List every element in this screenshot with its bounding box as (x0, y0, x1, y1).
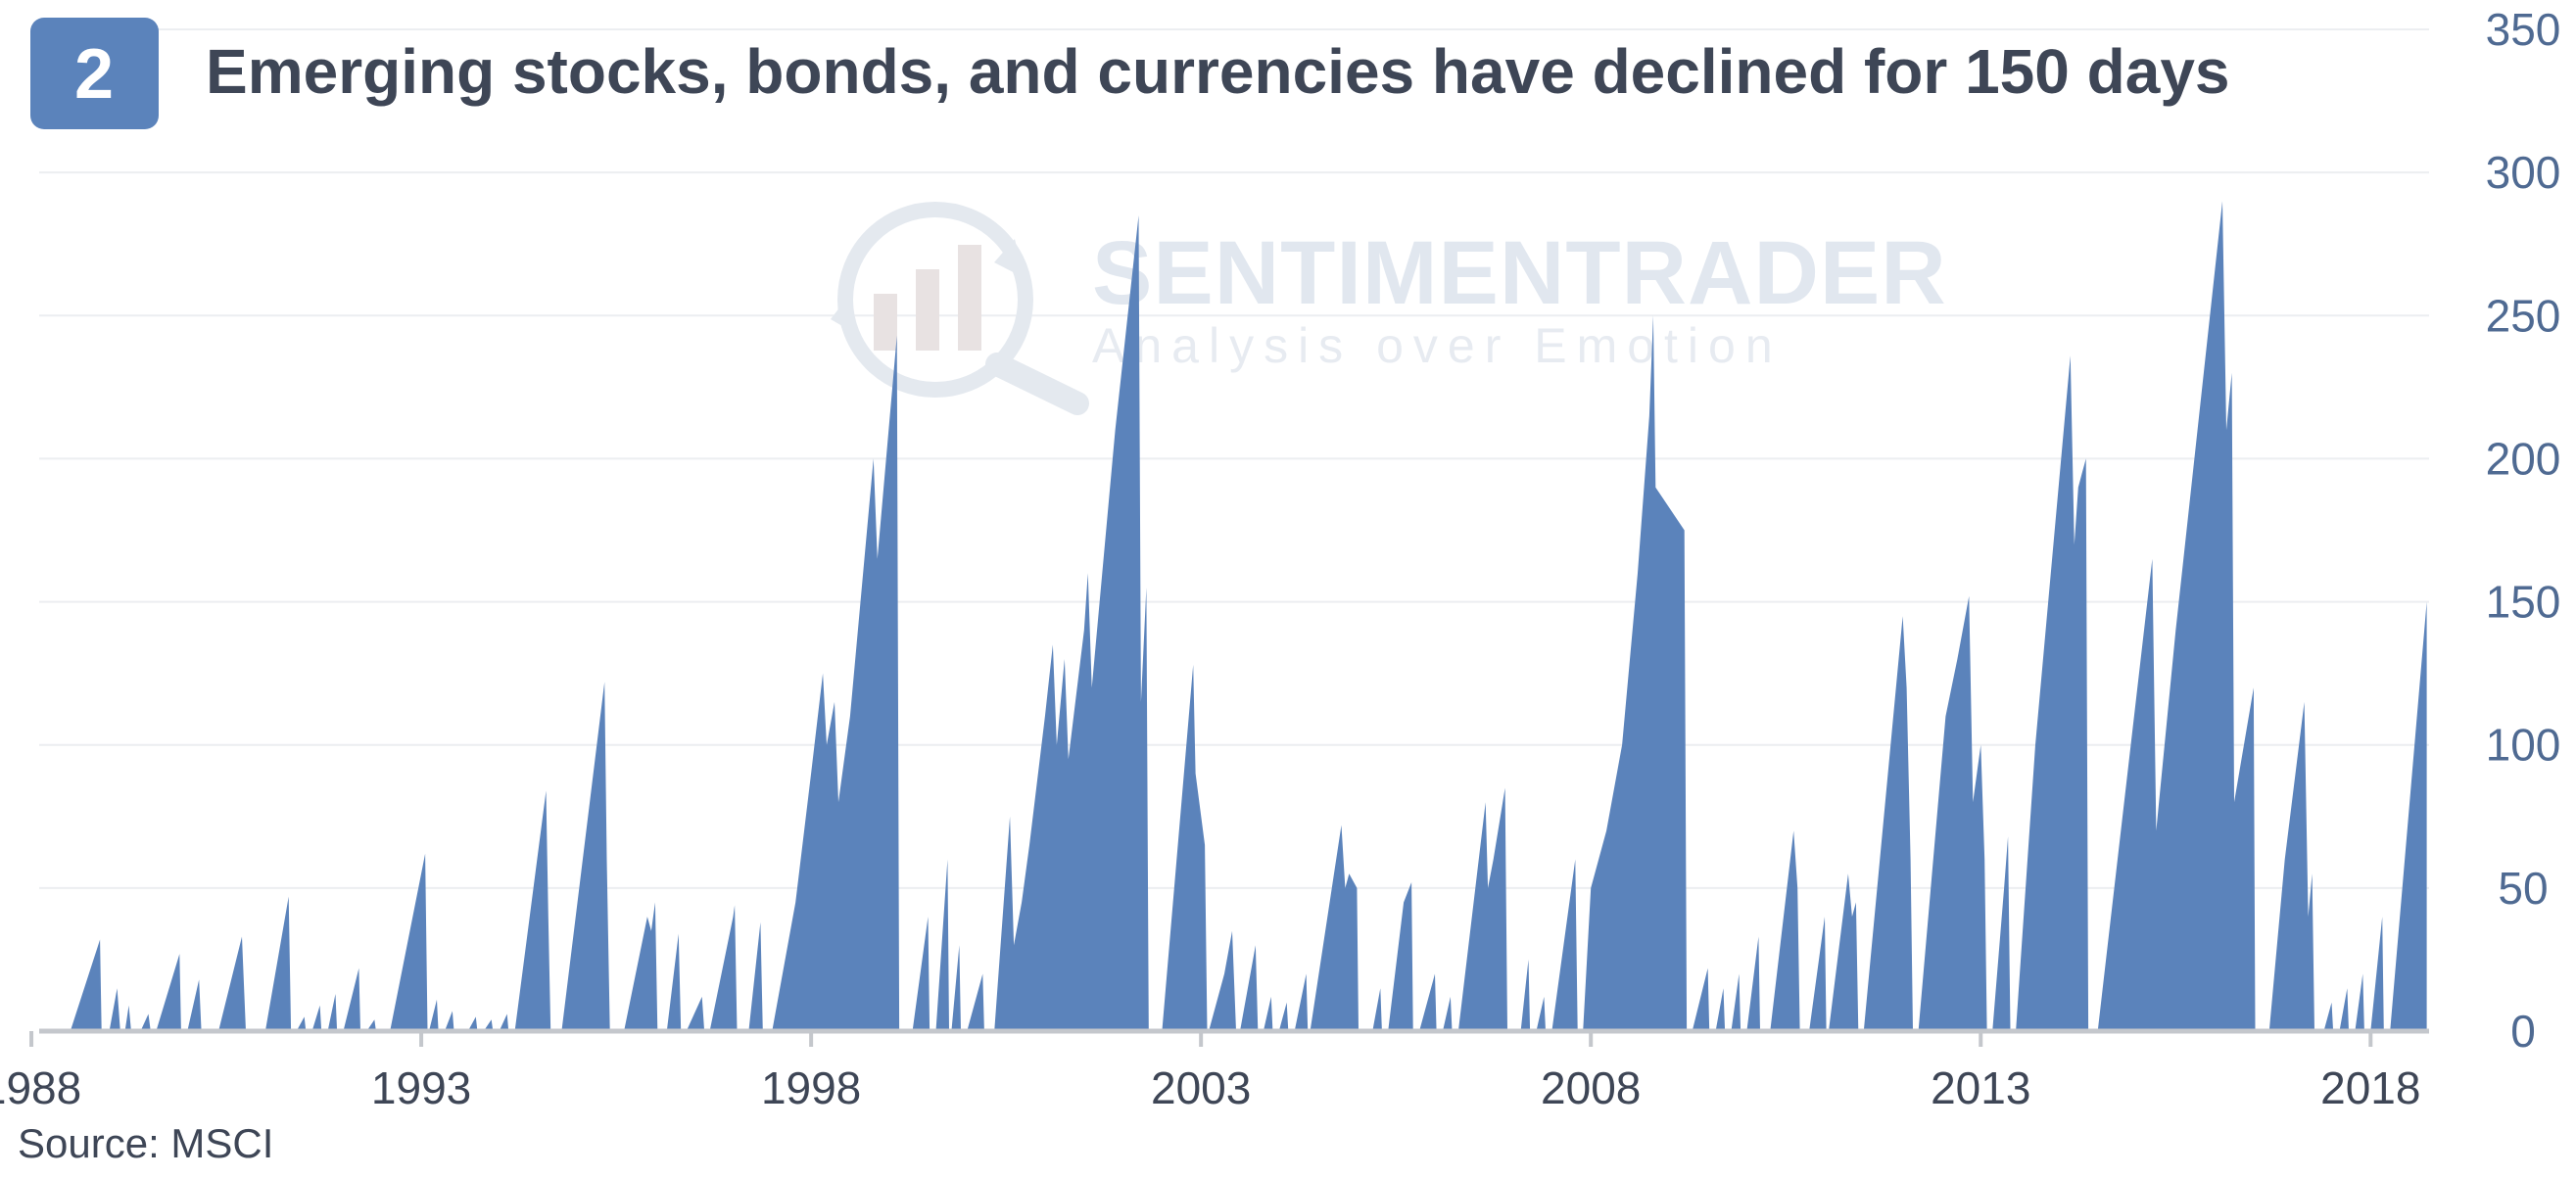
chart-title: Emerging stocks, bonds, and currencies h… (206, 36, 2230, 107)
watermark-logo-icon (831, 202, 1089, 415)
watermark-brand: SENTIMENTRADER (1092, 223, 1947, 323)
y-tick-label-350: 350 (2486, 4, 2561, 55)
watermark-tagline: Analysis over Emotion (1092, 318, 1783, 373)
source-note: Source: MSCI (18, 1120, 273, 1166)
x-tick-label-1988: 1988 (0, 1062, 81, 1113)
y-tick-label-100: 100 (2486, 720, 2561, 771)
x-tick-label-1998: 1998 (761, 1062, 861, 1113)
x-tick-label-2018: 2018 (2320, 1062, 2420, 1113)
y-tick-label-200: 200 (2486, 433, 2561, 484)
y-axis: 0 50 100 150 200 250 300 350 (2486, 4, 2561, 1057)
x-tick-label-2003: 2003 (1151, 1062, 1251, 1113)
x-tick-label-1993: 1993 (371, 1062, 471, 1113)
y-tick-label-0: 0 (2510, 1006, 2536, 1057)
gridlines (39, 28, 2429, 889)
x-axis: 1988 1993 1998 2003 2008 2013 2018 (0, 1031, 2420, 1113)
y-tick-label-50: 50 (2498, 863, 2548, 914)
area-series (70, 201, 2427, 1031)
x-tick-label-2008: 2008 (1541, 1062, 1641, 1113)
watermark: SENTIMENTRADER Analysis over Emotion (831, 202, 1947, 415)
chart-number-badge (30, 18, 159, 129)
chart-number: 2 (74, 35, 114, 114)
y-tick-label-250: 250 (2486, 290, 2561, 341)
y-tick-label-300: 300 (2486, 147, 2561, 198)
x-tick-label-2013: 2013 (1931, 1062, 2030, 1113)
y-tick-label-150: 150 (2486, 577, 2561, 628)
